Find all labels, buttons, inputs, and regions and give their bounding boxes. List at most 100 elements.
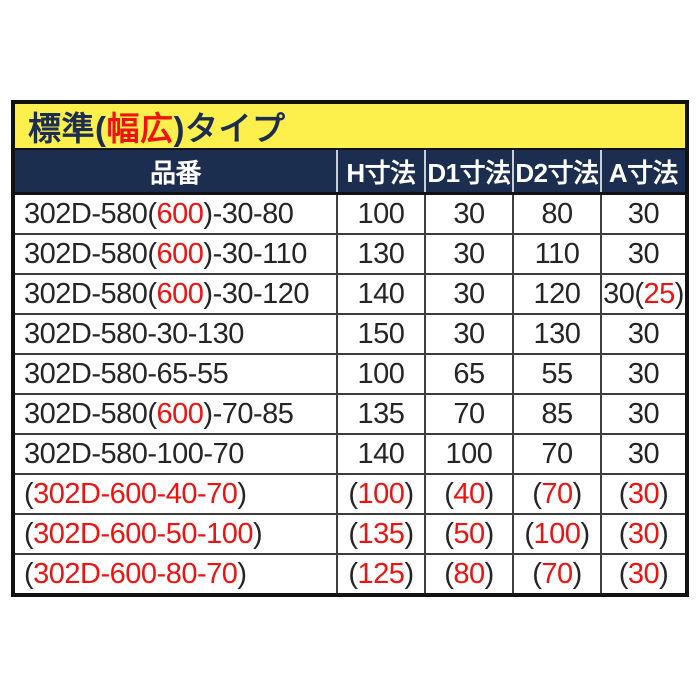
- text-segment: ): [580, 517, 590, 550]
- dimension-cell: 30: [424, 192, 514, 235]
- table-row: 302D-580(600)-70-85 135 70 85 30: [15, 393, 685, 435]
- text-segment: 140: [357, 437, 405, 470]
- text-segment: 30: [627, 237, 660, 270]
- part-number-cell: 302D-580-65-55: [15, 353, 338, 395]
- text-segment: 30(: [603, 277, 644, 310]
- dimension-cell: (30): [600, 553, 685, 593]
- table-row: 302D-580-30-130 150 30 130 30: [15, 313, 685, 355]
- text-segment: 80: [453, 557, 485, 590]
- part-number-cell: 302D-580(600)-70-85: [15, 393, 338, 435]
- text-segment: 30: [453, 317, 485, 350]
- dimension-cell: 30: [424, 273, 514, 315]
- text-segment: 30: [627, 517, 660, 550]
- dimension-cell: 30: [424, 233, 514, 275]
- text-segment: 302D-600-40-70: [33, 477, 238, 510]
- text-segment: )-30-80: [203, 197, 294, 230]
- dimension-cell: (30): [600, 473, 685, 515]
- spec-table: 標準(幅広)タイプ 品番 H寸法 D1寸法 D2寸法 A寸法 302D-580(600)…: [11, 100, 689, 597]
- text-segment: 100: [357, 197, 405, 230]
- table-row: 302D-580(600)-30-120 140 30 120 30(25): [15, 273, 685, 315]
- dimension-cell: (80): [424, 553, 514, 593]
- text-segment: ): [484, 557, 495, 590]
- text-segment: 30: [627, 317, 660, 350]
- table-row: 302D-580-100-70 140 100 70 30: [15, 433, 685, 475]
- text-segment: (: [444, 557, 454, 590]
- text-segment: 302D-580-100-70: [24, 437, 244, 470]
- text-segment: ): [404, 557, 414, 590]
- text-segment: ): [253, 517, 263, 550]
- text-segment: 70: [541, 557, 573, 590]
- text-segment: 30: [627, 437, 660, 470]
- text-segment: 30: [453, 237, 485, 270]
- text-segment: )-30-120: [203, 277, 310, 310]
- text-segment: 80: [541, 197, 573, 230]
- text-segment: (: [24, 477, 34, 510]
- dimension-cell: 100: [424, 433, 514, 475]
- text-segment: 135: [357, 397, 405, 430]
- text-segment: ): [404, 517, 414, 550]
- text-segment: )-70-85: [203, 397, 294, 430]
- dimension-cell: 85: [512, 393, 602, 435]
- text-segment: )-30-110: [203, 237, 307, 270]
- text-segment: ): [572, 477, 583, 510]
- text-segment: 幅広: [106, 110, 174, 147]
- table-row: (302D-600-80-70) (125) (80) (70) (30): [15, 553, 685, 593]
- text-segment: 302D-600-80-70: [33, 557, 238, 590]
- table-row: 302D-580-65-55 100 65 55 30: [15, 353, 685, 395]
- part-number-cell: 302D-580-30-130: [15, 313, 338, 355]
- table-row: 302D-580(600)-30-110 130 30 110 30: [15, 233, 685, 275]
- text-segment: 302D-580-30-130: [24, 317, 244, 350]
- part-number-cell: 302D-580(600)-30-80: [15, 192, 338, 235]
- table-row: (302D-600-40-70) (100) (40) (70) (30): [15, 473, 685, 515]
- text-segment: 70: [541, 477, 573, 510]
- text-segment: 600: [156, 397, 204, 430]
- dimension-cell: 30: [424, 313, 514, 355]
- dimension-cell: 30: [600, 393, 685, 435]
- part-number-cell: 302D-580(600)-30-120: [15, 273, 338, 315]
- text-segment: ): [674, 277, 685, 310]
- text-segment: ): [237, 557, 247, 590]
- text-segment: ): [484, 517, 495, 550]
- text-segment: 600: [156, 197, 204, 230]
- dimension-cell: (125): [336, 553, 426, 593]
- text-segment: ): [484, 477, 495, 510]
- text-segment: 130: [533, 317, 581, 350]
- text-segment: 140: [357, 277, 405, 310]
- text-segment: ): [659, 477, 669, 510]
- text-segment: (: [618, 477, 629, 510]
- text-segment: 55: [541, 357, 573, 390]
- text-segment: (: [348, 517, 358, 550]
- dimension-cell: 30: [600, 313, 685, 355]
- text-segment: ): [659, 557, 669, 590]
- text-segment: 302D-580(: [24, 277, 157, 310]
- table-title: 標準(幅広)タイプ: [15, 104, 685, 150]
- column-header: 品番: [15, 150, 337, 195]
- dimension-cell: (70): [512, 553, 602, 593]
- dimension-cell: 100: [336, 353, 426, 395]
- dimension-cell: 100: [336, 192, 426, 235]
- text-segment: 50: [453, 517, 485, 550]
- dimension-cell: 110: [512, 233, 602, 275]
- text-segment: 130: [357, 237, 405, 270]
- text-segment: 100: [533, 517, 581, 550]
- text-segment: 150: [357, 317, 405, 350]
- text-segment: (: [618, 557, 629, 590]
- dimension-cell: 30(25): [600, 273, 685, 315]
- text-segment: ): [237, 477, 247, 510]
- table-body: 302D-580(600)-30-80 100 30 80 30 302D-580(600…: [15, 192, 685, 593]
- text-segment: (: [444, 517, 454, 550]
- dimension-cell: 140: [336, 273, 426, 315]
- text-segment: (: [532, 477, 542, 510]
- text-segment: 302D-580(: [24, 197, 157, 230]
- text-segment: 120: [533, 277, 581, 310]
- text-segment: 125: [357, 557, 405, 590]
- dimension-cell: 55: [512, 353, 602, 395]
- text-segment: )タイプ: [173, 110, 286, 147]
- column-header: H寸法: [336, 150, 425, 195]
- text-segment: (: [532, 557, 542, 590]
- text-segment: 600: [156, 237, 204, 270]
- text-segment: ): [659, 517, 669, 550]
- dimension-cell: (40): [424, 473, 514, 515]
- text-segment: 302D-600-50-100: [33, 517, 253, 550]
